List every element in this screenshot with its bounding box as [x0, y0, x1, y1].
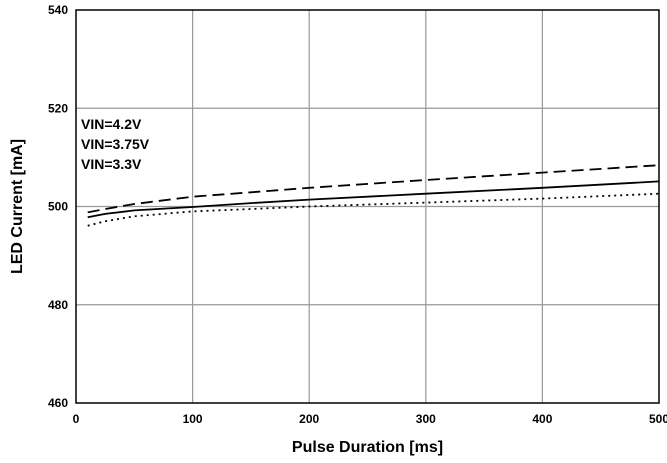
y-axis-title: LED Current [mA] [9, 139, 26, 274]
x-tick-label: 100 [183, 412, 203, 426]
legend-entry: VIN=3.3V [81, 156, 142, 172]
x-tick-label: 0 [73, 412, 80, 426]
legend-entry: VIN=3.75V [81, 136, 150, 152]
y-axis-ticks: 460 480 500 520 540 [48, 3, 68, 410]
grid [76, 10, 659, 403]
plot-area-frame [75, 9, 660, 404]
x-tick-label: 500 [649, 412, 667, 426]
y-tick-label: 540 [48, 3, 68, 17]
series-line-solid [87, 180, 660, 219]
x-tick-label: 200 [299, 412, 319, 426]
y-tick-label: 500 [48, 200, 68, 214]
series-line-dashed [87, 164, 660, 214]
x-axis-ticks: 0 100 200 300 400 500 [73, 412, 667, 426]
x-tick-label: 300 [416, 412, 436, 426]
legend-entry: VIN=4.2V [81, 116, 142, 132]
series-line-dotted [87, 192, 660, 227]
y-tick-label: 460 [48, 396, 68, 410]
y-tick-label: 480 [48, 298, 68, 312]
series-lines [87, 164, 660, 227]
legend: VIN=4.2V VIN=3.75V VIN=3.3V [81, 116, 150, 172]
x-tick-label: 400 [532, 412, 552, 426]
x-axis-title: Pulse Duration [ms] [292, 439, 443, 456]
y-tick-label: 520 [48, 101, 68, 115]
